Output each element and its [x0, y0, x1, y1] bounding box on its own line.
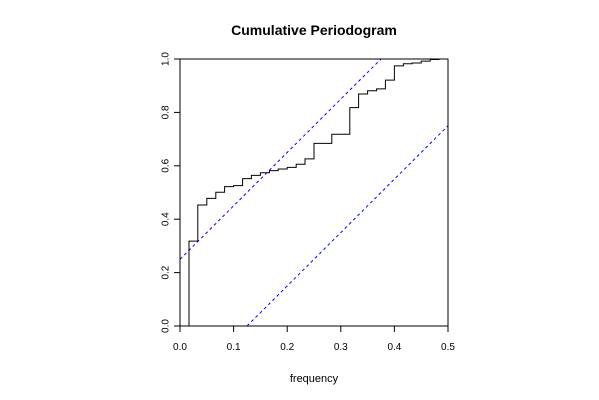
x-tick-label: 0.2: [280, 342, 294, 353]
y-tick-label: 0.4: [161, 212, 172, 226]
x-tick-label: 0.4: [387, 342, 401, 353]
plot-area: 0.0 0.1 0.2 0.3 0.4 0.5 0.0 0.2 0.4 0.6 0.8 1.0: [161, 52, 456, 353]
cumulative-periodogram-line: [188, 58, 448, 326]
x-tick-label: 0.1: [227, 342, 241, 353]
bound-line-lower: [246, 125, 448, 326]
y-tick-label: 0.0: [161, 319, 172, 333]
y-tick-label: 0.8: [161, 105, 172, 119]
x-axis-label: frequency: [290, 373, 339, 385]
y-tick-label: 0.6: [161, 158, 172, 172]
y-tick-label: 0.2: [161, 265, 172, 279]
bound-line-upper: [180, 59, 382, 260]
y-tick-label: 1.0: [161, 52, 172, 66]
x-tick-label: 0.3: [334, 342, 348, 353]
x-tick-label: 0.5: [441, 342, 455, 353]
x-tick-label: 0.0: [173, 342, 187, 353]
chart-title: Cumulative Periodogram: [231, 22, 397, 38]
